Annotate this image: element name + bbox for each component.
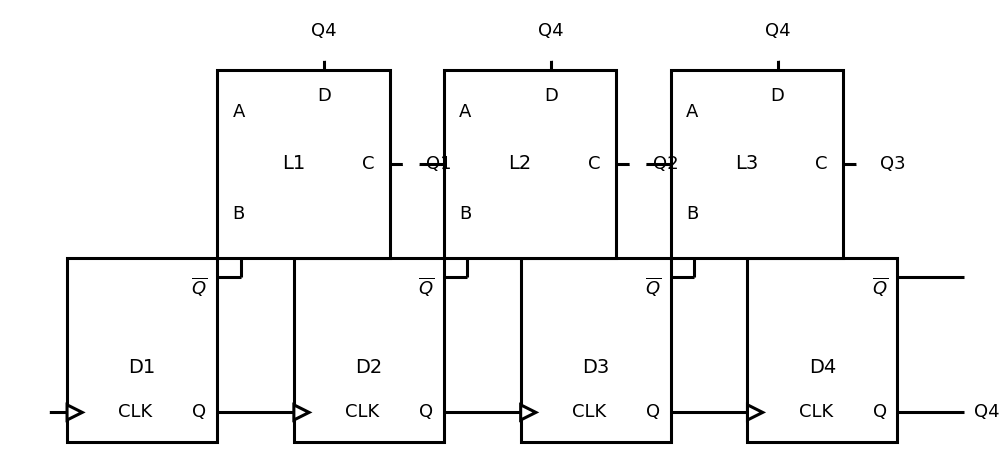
Circle shape [544, 46, 558, 59]
Text: CLK: CLK [799, 404, 833, 421]
Text: Q4: Q4 [538, 22, 564, 40]
Bar [444, 70, 616, 258]
Text: D1: D1 [128, 358, 156, 377]
Bar [671, 70, 843, 258]
Text: Q: Q [419, 404, 433, 421]
Text: $\overline{Q}$: $\overline{Q}$ [191, 276, 207, 298]
Text: Q1: Q1 [426, 155, 452, 173]
Text: CLK: CLK [345, 404, 379, 421]
Text: L3: L3 [735, 154, 759, 173]
Text: Q4: Q4 [311, 22, 337, 40]
Text: D: D [771, 87, 784, 105]
Circle shape [631, 157, 645, 171]
Polygon shape [294, 405, 309, 420]
Text: L2: L2 [509, 154, 532, 173]
Bar [217, 70, 390, 258]
Circle shape [317, 46, 331, 59]
Text: $\overline{Q}$: $\overline{Q}$ [645, 276, 661, 298]
Text: Q4: Q4 [974, 404, 1000, 421]
Polygon shape [67, 405, 82, 420]
Text: D4: D4 [809, 358, 836, 377]
Bar [521, 258, 671, 442]
Text: B: B [459, 205, 472, 223]
Text: C: C [588, 155, 601, 173]
Text: CLK: CLK [572, 404, 606, 421]
Circle shape [35, 405, 48, 420]
Text: CLK: CLK [118, 404, 153, 421]
Text: A: A [459, 103, 472, 121]
Text: $\overline{Q}$: $\overline{Q}$ [418, 276, 434, 298]
Text: Q: Q [646, 404, 660, 421]
Text: Q: Q [192, 404, 206, 421]
Text: C: C [362, 155, 374, 173]
Bar [67, 258, 217, 442]
Text: D: D [544, 87, 558, 105]
Text: B: B [686, 205, 698, 223]
Text: Q2: Q2 [653, 155, 678, 173]
Text: D2: D2 [355, 358, 382, 377]
Text: B: B [233, 205, 245, 223]
Text: $\overline{Q}$: $\overline{Q}$ [872, 276, 888, 298]
Text: A: A [232, 103, 245, 121]
Text: D: D [317, 87, 331, 105]
Polygon shape [747, 405, 763, 420]
Bar [294, 258, 444, 442]
Circle shape [858, 157, 872, 171]
Text: C: C [815, 155, 828, 173]
Text: A: A [686, 103, 698, 121]
Circle shape [771, 46, 784, 59]
Text: Q3: Q3 [880, 155, 905, 173]
Bar [747, 258, 897, 442]
Text: Q: Q [873, 404, 887, 421]
Text: Q4: Q4 [765, 22, 790, 40]
Text: L1: L1 [282, 154, 305, 173]
Circle shape [404, 157, 418, 171]
Polygon shape [521, 405, 536, 420]
Text: D3: D3 [582, 358, 609, 377]
